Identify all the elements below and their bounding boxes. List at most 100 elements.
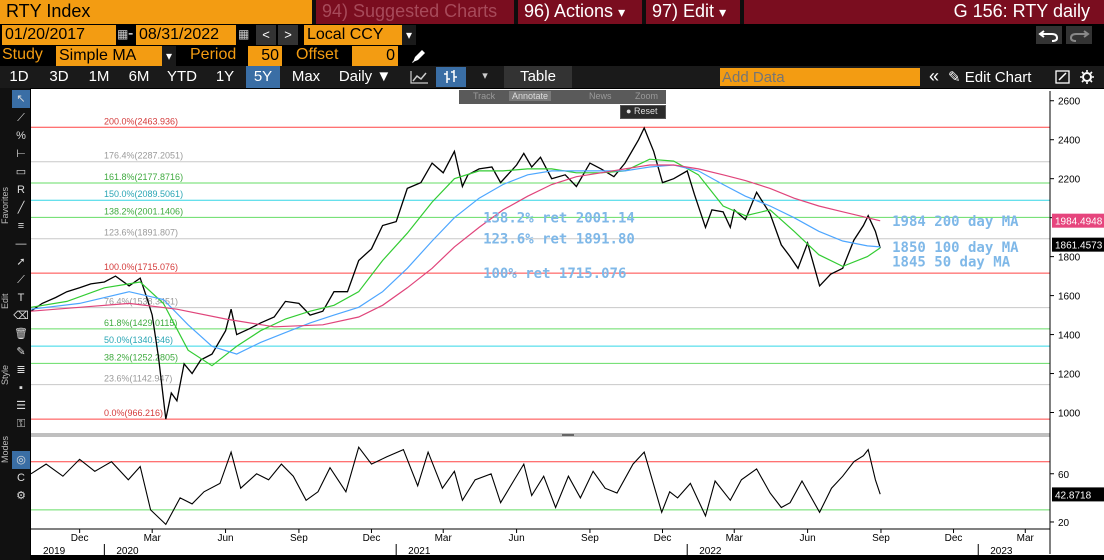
study-dropdown-icon[interactable]: ▾ [162, 46, 176, 66]
gear-icon[interactable]: ⚙ [16, 490, 26, 502]
width-icon[interactable]: ☰ [16, 400, 26, 412]
study-value: Simple MA [59, 47, 137, 64]
table-button[interactable]: Table [504, 66, 572, 88]
currency-select[interactable]: Local CCY [304, 25, 402, 45]
prev-period-button[interactable]: < [256, 25, 276, 45]
tab-ytd[interactable]: YTD [167, 68, 197, 85]
edit-menu[interactable]: 97) Edit ▾ [646, 0, 740, 24]
last-value-tag [1052, 213, 1104, 228]
bar-chart-icon[interactable] [436, 67, 466, 87]
pen-icon[interactable] [410, 47, 428, 65]
hline-icon[interactable]: — [15, 238, 27, 250]
end-date-field[interactable]: 08/31/2022 [136, 25, 236, 45]
percent-icon[interactable]: % [16, 130, 26, 142]
tab-1m[interactable]: 1M [88, 68, 110, 85]
drawing-toolbar [0, 88, 30, 560]
rsi-y-tick-label: 60 [1058, 470, 1070, 481]
channel-icon[interactable]: ▭ [15, 166, 27, 178]
x-tick-label: Dec [945, 533, 963, 544]
menu-number: 94) [322, 1, 349, 21]
x-tick-label: Dec [363, 533, 381, 544]
redo-button[interactable] [1066, 26, 1092, 44]
annotate-button[interactable]: Annotate [509, 91, 552, 101]
last-value-label: 1984.4948 [1055, 217, 1103, 228]
start-date-field[interactable]: 01/20/2017 [2, 25, 116, 45]
fib-label: 0.0%(966.216) [104, 408, 163, 418]
undo-button[interactable] [1036, 26, 1062, 44]
x-year-label: 2020 [116, 546, 139, 557]
tab-1y[interactable]: 1Y [215, 68, 235, 85]
x-tick-label: Jun [217, 533, 233, 544]
offset-field[interactable]: 0 [352, 46, 398, 66]
fib-label: 150.0%(2089.5061) [104, 189, 183, 199]
study-select[interactable]: Simple MA [56, 46, 162, 66]
tab-max[interactable]: Max [291, 68, 321, 85]
crosshair-icon[interactable]: ◎ [12, 451, 30, 469]
zoom-button[interactable]: Zoom [635, 91, 659, 101]
dropdown-icon: ▾ [618, 4, 626, 20]
brush-icon[interactable]: ✎ [16, 346, 26, 358]
currency-dropdown-icon[interactable]: ▾ [402, 25, 416, 45]
trash-icon[interactable]: 🗑 [14, 328, 28, 340]
period-field[interactable]: 50 [248, 46, 282, 66]
text-icon[interactable]: T [17, 292, 25, 304]
add-data-input[interactable] [720, 68, 920, 86]
draw-line-icon[interactable]: ⟋ [17, 112, 25, 124]
track-button[interactable]: Track [473, 91, 496, 101]
y-tick-label: 1800 [1058, 253, 1081, 264]
edit-chart-button[interactable]: ✎ Edit Chart [948, 66, 1048, 88]
y-tick-label: 1200 [1058, 370, 1081, 381]
regression-icon[interactable]: R [17, 184, 25, 196]
next-period-button[interactable]: > [278, 25, 298, 45]
x-tick-label: Jun [800, 533, 816, 544]
eraser-icon[interactable]: ⌫ [13, 310, 29, 322]
end-date: 08/31/2022 [139, 26, 220, 43]
tab-3d[interactable]: 3D [49, 68, 69, 85]
line-chart-icon[interactable] [404, 67, 434, 87]
annotations: 138.2% ret 2001.14 123.6% ret 1891.80 100%… [483, 210, 1019, 282]
x-tick-label: Mar [726, 533, 744, 544]
menu-label: Actions [554, 1, 614, 21]
color-icon[interactable]: ▪ [19, 382, 23, 394]
pointer-icon[interactable]: ↖ [12, 90, 30, 108]
arrow-icon[interactable]: ➚ [16, 256, 26, 268]
fib-label: 38.2%(1252.2805) [104, 352, 178, 362]
start-date: 01/20/2017 [5, 26, 86, 43]
calendar-icon[interactable]: ▦ [238, 27, 250, 41]
ticker-field[interactable]: RTY Index [0, 0, 312, 24]
tab-5y[interactable]: 5Y [246, 66, 280, 88]
chart-canvas[interactable]: 200.0%(2463.936) 176.4%(2287.2051) 161.8%(… [0, 88, 1104, 560]
ruler-icon[interactable]: ⊢ [16, 148, 26, 160]
draw-icon[interactable]: ⟋ [17, 274, 25, 286]
tab-6m[interactable]: 6M [128, 68, 150, 85]
x-tick-label: Sep [581, 533, 599, 544]
gear-icon[interactable] [1078, 69, 1096, 85]
fib-icon[interactable]: ≡ [17, 220, 25, 232]
news-button[interactable]: News [589, 91, 612, 101]
actions-menu[interactable]: 96) Actions ▾ [518, 0, 642, 24]
calendar-icon[interactable]: ▦ [117, 27, 129, 41]
frequency-select[interactable]: Daily ▼ [338, 68, 392, 85]
tab-1d[interactable]: 1D [9, 68, 29, 85]
plot-background [31, 89, 1050, 555]
currency-value: Local CCY [307, 26, 384, 43]
period-label: Period [190, 46, 237, 63]
offset-label: Offset [296, 46, 339, 63]
trend-line-icon[interactable]: ╱ [17, 202, 25, 214]
settings-icon[interactable] [1054, 69, 1072, 85]
y-tick-label: 1400 [1058, 331, 1081, 342]
lock-icon[interactable]: ⚿ [16, 418, 26, 430]
chart-type-dropdown-icon[interactable]: ▾ [482, 70, 488, 82]
collapse-icon[interactable]: « [928, 66, 939, 86]
reset-button[interactable]: ● Reset [620, 105, 666, 119]
suggested-charts-menu[interactable]: 94) Suggested Charts [316, 0, 514, 24]
dropdown-icon: ▾ [719, 4, 727, 20]
line-style-icon[interactable]: ≣ [16, 364, 26, 376]
refresh-icon[interactable]: C [17, 472, 25, 484]
annotation-text: 138.2% ret 2001.14 [483, 210, 635, 226]
offset-value: 0 [386, 47, 395, 64]
fib-label: 200.0%(2463.936) [104, 116, 178, 126]
study-label: Study [2, 46, 43, 63]
fib-label: 50.0%(1340.646) [104, 335, 173, 345]
last-value-tag [1052, 237, 1104, 252]
